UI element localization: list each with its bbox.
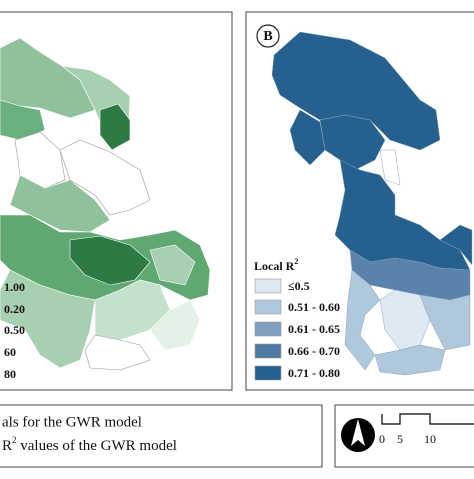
legend-swatch: [254, 321, 282, 337]
right-legend: Local R2 ≤0.5 0.51 - 0.60 0.61 - 0.65 0.…: [247, 249, 343, 387]
legend-title-superscript: 2: [294, 257, 298, 266]
legend-swatch: [254, 343, 282, 359]
scale-label: 10: [424, 432, 436, 446]
legend-swatch: [254, 365, 282, 381]
caption-line: R2 values of the GWR model: [2, 435, 177, 454]
legend-swatch: [254, 299, 282, 315]
legend-label: 1.00: [4, 280, 25, 294]
scale-bar: [381, 413, 474, 425]
legend-label: 0.20: [4, 302, 25, 316]
scale-label: 0: [379, 432, 385, 446]
left-legend: 1.00 0.20 0.50 60 80: [4, 280, 25, 381]
legend-label: 0.66 - 0.70: [288, 344, 340, 358]
legend-label: 60: [4, 345, 16, 359]
caption-box: [0, 404, 323, 468]
scale-label: 5: [397, 432, 403, 446]
legend-title: Local R2: [254, 257, 298, 273]
legend-label: 0.71 - 0.80: [288, 366, 340, 380]
caption-line: als for the GWR model: [2, 414, 142, 430]
legend-label: 0.50: [4, 323, 25, 337]
legend-box: [247, 249, 343, 387]
legend-label: 0.61 - 0.65: [288, 322, 340, 336]
legend-label: 80: [4, 367, 16, 381]
caption-superscript: 2: [12, 435, 17, 445]
left-map: [0, 37, 211, 371]
north-arrow: [341, 418, 375, 452]
panel-label-circle: [256, 24, 280, 48]
legend-swatch: [254, 278, 282, 294]
legend-label: 0.51 - 0.60: [288, 300, 340, 314]
legend-title-text: Local R: [254, 259, 295, 273]
panel-label: B: [263, 29, 272, 44]
legend-label: ≤0.5: [288, 279, 310, 293]
caption-text: values of the GWR model: [17, 438, 177, 454]
caption-text: R: [2, 438, 12, 454]
right-map: [271, 31, 473, 376]
